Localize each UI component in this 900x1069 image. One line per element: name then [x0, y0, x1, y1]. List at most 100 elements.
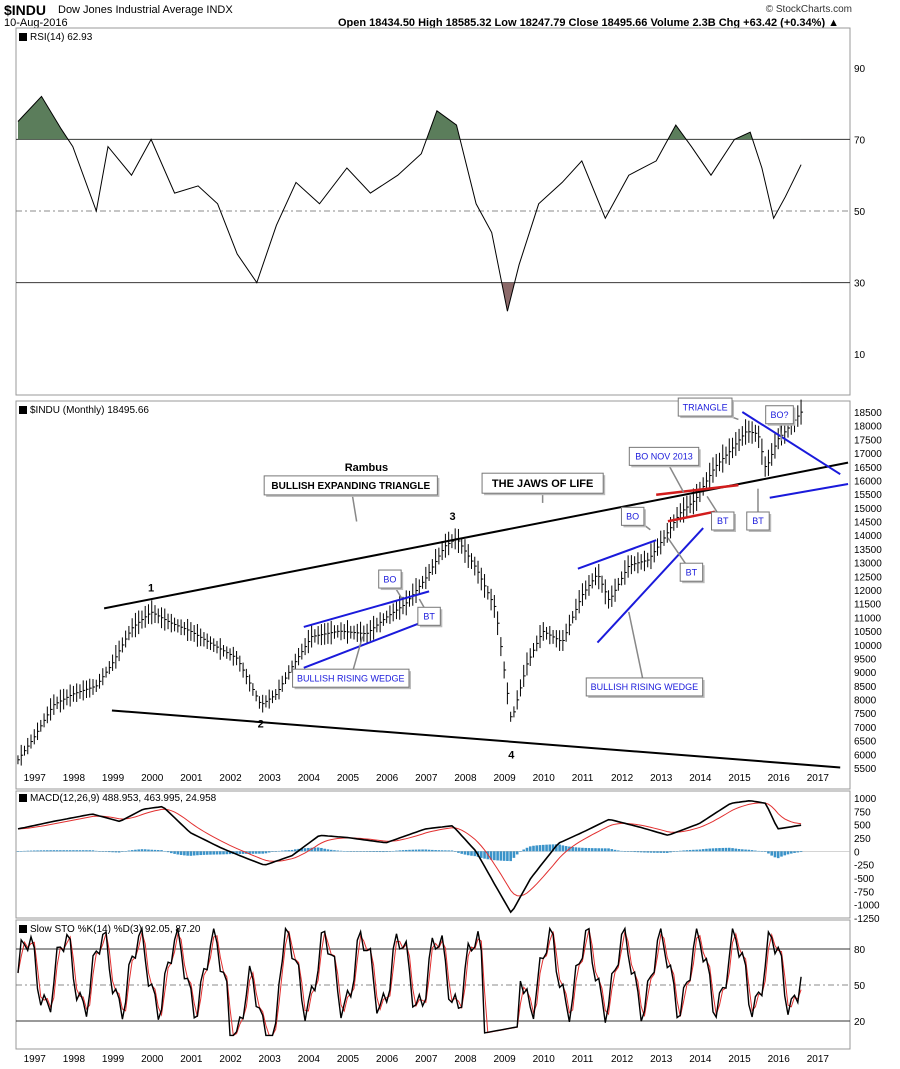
annotation-bo-2-box: [620, 506, 645, 526]
pivot-label-2: 2: [258, 718, 264, 730]
annotation-bo-2: BO: [626, 512, 639, 522]
macd-hist-bar: [656, 851, 659, 853]
macd-hist-bar: [646, 851, 649, 853]
expanding-triangle-lower-line: [111, 709, 841, 769]
price-x-tick-label: 1998: [63, 773, 86, 784]
price-tick-label: 17000: [854, 449, 882, 460]
macd-hist-bar: [401, 850, 405, 852]
macd-hist-bar: [509, 851, 512, 862]
macd-hist-bar: [65, 850, 69, 852]
price-x-tick-label: 2010: [533, 773, 556, 784]
macd-hist-bar: [124, 851, 127, 852]
macd-hist-bar: [160, 850, 163, 852]
macd-hist-bar: [248, 851, 251, 854]
macd-hist-bar: [525, 847, 529, 852]
price-x-tick-label: 2012: [611, 773, 634, 784]
price-tick-label: 17500: [854, 435, 882, 446]
macd-hist-bar: [424, 849, 428, 852]
macd-hist-bar: [545, 844, 548, 852]
macd-hist-bar: [68, 850, 72, 852]
sto-x-tick-label: 2016: [768, 1054, 791, 1065]
macd-hist-bar: [241, 851, 245, 854]
macd-hist-bar: [222, 851, 225, 855]
macd-tick-label: 500: [854, 821, 871, 832]
macd-hist-bar: [564, 846, 568, 852]
macd-hist-bar: [104, 851, 108, 852]
macd-hist-bar: [369, 851, 372, 852]
main-panel-frame: [15, 400, 851, 790]
macd-hist-bar: [626, 851, 630, 852]
price-tick-label: 8500: [854, 682, 877, 693]
macd-hist-bar: [548, 844, 552, 852]
macd-hist-bar: [770, 851, 773, 856]
sto-x-tick-label: 2000: [141, 1054, 164, 1065]
macd-hist-bar: [685, 850, 689, 852]
macd-hist-bar: [94, 850, 98, 852]
macd-hist-bar: [718, 848, 721, 852]
macd-tick-label: 1000: [854, 794, 877, 805]
macd-hist-bar: [437, 850, 441, 852]
price-x-tick-label: 2002: [219, 773, 242, 784]
macd-hist-bar: [258, 851, 261, 854]
price-x-tick-label: 2011: [572, 773, 594, 784]
macd-hist-bar: [29, 850, 33, 852]
sto-legend-swatch: [19, 925, 27, 933]
macd-hist-bar: [127, 850, 131, 852]
macd-hist-bar: [404, 849, 408, 852]
price-x-tick-label: 2005: [337, 773, 360, 784]
sto-x-tick-label: 2004: [298, 1054, 321, 1065]
price-bars: [17, 399, 804, 766]
macd-hist-bar: [597, 848, 601, 852]
macd-hist-bar: [649, 851, 653, 853]
sto-x-tick-label: 2003: [259, 1054, 282, 1065]
rsi-tick-label: 50: [854, 207, 866, 218]
macd-hist-bar: [541, 844, 545, 852]
sto-x-tick-label: 2008: [454, 1054, 477, 1065]
macd-hist-bar: [776, 851, 780, 859]
macd-hist-bar: [173, 851, 176, 854]
macd-hist-bar: [36, 850, 39, 852]
macd-hist-bar: [561, 845, 565, 852]
chart-date: 10-Aug-2016: [4, 17, 68, 29]
rsi-title: RSI(14) 62.93: [30, 32, 93, 43]
macd-hist-bar: [479, 851, 483, 858]
macd-title: MACD(12,26,9) 488.953, 463.995, 24.958: [30, 793, 217, 804]
wedge1-lower-line: [303, 618, 430, 669]
annotation-bo-question: BO?: [771, 410, 789, 420]
price-tick-label: 6500: [854, 737, 877, 748]
macd-hist-bar: [362, 851, 366, 852]
macd-hist-bar: [506, 851, 509, 861]
macd-hist-bar: [163, 850, 167, 852]
annotation-bo-nov-2013-box: [628, 446, 700, 466]
annotation-wedge-1: BULLISH RISING WEDGE: [297, 673, 405, 683]
macd-hist-bar: [274, 851, 278, 852]
macd-hist-bar: [499, 851, 503, 861]
macd-hist-bar: [342, 850, 346, 852]
macd-hist-bar: [46, 850, 49, 852]
price-tick-label: 14000: [854, 531, 882, 542]
macd-hist-bar: [466, 851, 470, 856]
macd-hist-bar: [613, 849, 617, 852]
sto-k-line: [17, 925, 802, 1037]
wedge2-lower-line: [596, 527, 704, 644]
macd-hist-bar: [744, 849, 747, 852]
macd-hist-bar: [62, 850, 65, 852]
macd-hist-bar: [630, 851, 633, 852]
macd-legend-swatch: [19, 794, 27, 802]
macd-hist-bar: [333, 850, 336, 852]
stockcharts-credit: © StockCharts.com: [765, 4, 852, 15]
sto-x-tick-label: 1999: [102, 1054, 125, 1065]
rsi-tick-label: 30: [854, 279, 866, 290]
macd-hist-bar: [111, 851, 114, 853]
annotation-bullish-expanding-triangle: BULLISH EXPANDING TRIANGLE: [271, 481, 430, 492]
macd-hist-bar: [339, 850, 343, 852]
macd-hist-bar: [300, 848, 304, 852]
macd-hist-bar: [16, 851, 20, 852]
macd-hist-bar: [55, 850, 59, 852]
macd-hist-bar: [571, 846, 574, 852]
macd-hist-bar: [235, 851, 238, 854]
annotation-bullish-expanding-triangle-box: [263, 475, 438, 496]
macd-hist-bar: [754, 850, 757, 852]
macd-hist-bar: [767, 851, 770, 854]
macd-hist-bar: [189, 851, 193, 856]
